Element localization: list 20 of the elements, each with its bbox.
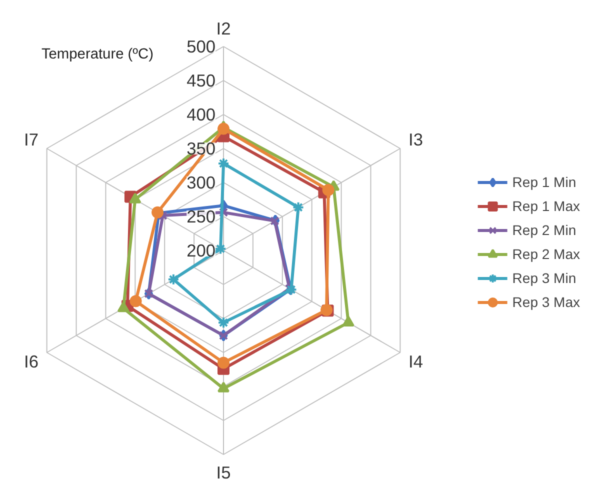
y-tick-label: 400 <box>186 104 216 124</box>
legend-label: Rep 1 Max <box>512 198 580 214</box>
spoke-label: I7 <box>24 130 38 150</box>
spoke-label: I4 <box>408 352 424 372</box>
spoke-label: I2 <box>216 18 231 38</box>
legend-label: Rep 2 Max <box>512 246 580 262</box>
spoke-label: I3 <box>408 130 423 150</box>
legend-label: Rep 3 Max <box>512 294 580 310</box>
y-tick-label: 300 <box>186 172 216 192</box>
y-tick-label: 450 <box>186 70 216 90</box>
y-tick-label: 200 <box>186 240 216 260</box>
legend-label: Rep 1 Min <box>512 174 576 190</box>
y-tick-label: 350 <box>186 138 216 158</box>
y-tick-label: 500 <box>186 36 216 56</box>
spoke-label: I5 <box>216 462 231 482</box>
y-tick-label: 250 <box>186 206 216 226</box>
legend-label: Rep 2 Min <box>512 222 576 238</box>
legend-label: Rep 3 Min <box>512 270 576 286</box>
text: Temperature (ºC) <box>41 46 154 62</box>
spoke-label: I6 <box>24 352 38 372</box>
